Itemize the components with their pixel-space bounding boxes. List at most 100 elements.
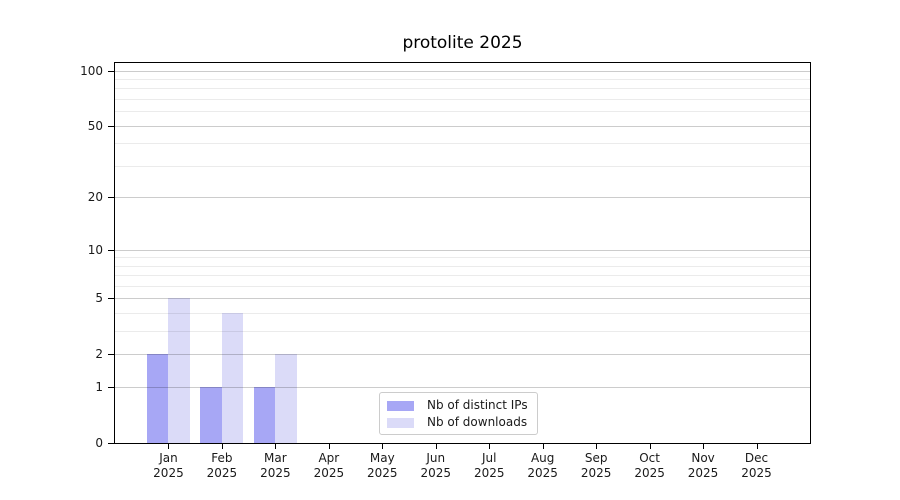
- x-tick-label-year: 2025: [741, 466, 772, 480]
- x-tick-label-year: 2025: [206, 466, 238, 480]
- minor-gridline: [115, 99, 810, 101]
- plot-area: [114, 62, 811, 444]
- minor-gridline: [115, 88, 810, 90]
- x-tick-mark: [756, 444, 758, 449]
- y-tick-label: 1: [95, 380, 103, 395]
- x-tick-label-year: 2025: [153, 466, 184, 480]
- x-tick-label-month: Apr: [318, 451, 340, 465]
- y-tick-mark: [108, 197, 114, 199]
- x-tick-label-month: Jun: [426, 451, 446, 465]
- x-tick-label: Aug 2025: [511, 451, 575, 481]
- x-tick-label-month: May: [369, 451, 395, 465]
- y-tick-mark: [108, 249, 114, 251]
- y-tick-label: 10: [87, 242, 103, 257]
- x-tick-mark: [435, 444, 437, 449]
- minor-gridline: [115, 111, 810, 113]
- gridlines-layer: [115, 63, 810, 443]
- x-tick-label: Sep 2025: [564, 451, 628, 481]
- x-tick-label: Dec 2025: [725, 451, 789, 481]
- x-tick-mark: [489, 444, 491, 449]
- legend-label-downloads: Nb of downloads: [427, 415, 528, 429]
- x-tick-label-month: Aug: [530, 451, 555, 465]
- minor-gridline: [115, 257, 810, 259]
- y-tick-mark: [108, 443, 114, 444]
- y-tick-label: 0: [95, 436, 103, 450]
- y-tick-label: 2: [95, 347, 103, 362]
- x-tick-label-month: Nov: [691, 451, 715, 465]
- x-tick-label-month: Jul: [481, 451, 497, 465]
- x-tick-label: Oct 2025: [618, 451, 682, 481]
- x-tick-label-year: 2025: [313, 466, 345, 480]
- bar-downloads-feb: [221, 313, 244, 443]
- x-tick-label: Mar 2025: [243, 451, 307, 481]
- major-gridline: [115, 249, 810, 251]
- x-tick-label-year: 2025: [260, 466, 291, 480]
- major-gridline: [115, 70, 810, 72]
- x-tick-label-year: 2025: [634, 466, 665, 480]
- bar-distinct-ips-jan: [146, 354, 169, 443]
- x-tick-label-month: Sep: [584, 451, 608, 465]
- bar-downloads-jan: [168, 298, 190, 443]
- x-tick-label-year: 2025: [687, 466, 719, 480]
- x-tick-label-month: Feb: [211, 451, 233, 465]
- y-tick-mark: [108, 354, 114, 356]
- y-tick-mark: [108, 387, 114, 389]
- legend: Nb of distinct IPs Nb of downloads: [379, 392, 538, 435]
- x-tick-label: Nov 2025: [671, 451, 735, 481]
- legend-label-distinct-ips: Nb of distinct IPs: [427, 398, 528, 412]
- y-tick-mark: [108, 70, 114, 72]
- x-tick-mark: [382, 444, 384, 449]
- legend-item-downloads: Nb of downloads: [387, 416, 528, 429]
- bar-downloads-mar: [275, 354, 297, 443]
- x-tick-mark: [275, 444, 277, 449]
- y-tick-label: 20: [87, 190, 103, 205]
- x-tick-mark: [596, 444, 598, 449]
- x-tick-mark: [542, 444, 544, 449]
- bars-layer: [115, 63, 810, 443]
- major-gridline: [115, 125, 810, 127]
- legend-swatch-downloads: [387, 417, 414, 428]
- x-tick-label-month: Oct: [639, 451, 660, 465]
- minor-gridline: [115, 143, 810, 145]
- major-gridline: [115, 354, 810, 356]
- x-tick-mark: [703, 444, 705, 449]
- x-tick-label-year: 2025: [420, 466, 452, 480]
- x-tick-label: Feb 2025: [190, 451, 254, 481]
- minor-gridline: [115, 331, 810, 333]
- minor-gridline: [115, 313, 810, 315]
- minor-gridline: [115, 275, 810, 277]
- x-tick-label-year: 2025: [473, 466, 505, 480]
- x-tick-label: May 2025: [350, 451, 414, 481]
- x-tick-label-month: Dec: [744, 451, 769, 465]
- x-tick-mark: [168, 444, 170, 449]
- legend-item-distinct-ips: Nb of distinct IPs: [387, 399, 528, 412]
- x-tick-label: Jan 2025: [136, 451, 200, 481]
- y-tick-label: 50: [87, 118, 103, 133]
- x-tick-label: Apr 2025: [297, 451, 361, 481]
- y-tick-label: 100: [80, 63, 103, 78]
- x-tick-label: Jul 2025: [457, 451, 521, 481]
- y-tick-label: 5: [95, 291, 103, 306]
- minor-gridline: [115, 265, 810, 267]
- x-tick-label-year: 2025: [367, 466, 398, 480]
- chart-title: protolite 2025: [402, 33, 523, 53]
- legend-swatch-distinct-ips: [387, 400, 414, 411]
- y-tick-mark: [108, 298, 114, 300]
- x-tick-label-year: 2025: [527, 466, 558, 480]
- minor-gridline: [115, 285, 810, 287]
- x-tick-label-month: Jan: [159, 451, 178, 465]
- x-tick-mark: [328, 444, 330, 449]
- bar-distinct-ips-feb: [200, 387, 222, 443]
- x-tick-label-year: 2025: [580, 466, 612, 480]
- x-tick-mark: [649, 444, 651, 449]
- minor-gridline: [115, 79, 810, 81]
- x-tick-mark: [221, 444, 223, 449]
- x-tick-label: Jun 2025: [404, 451, 468, 481]
- major-gridline: [115, 197, 810, 199]
- major-gridline: [115, 298, 810, 300]
- minor-gridline: [115, 165, 810, 167]
- major-gridline: [115, 387, 810, 389]
- y-tick-mark: [108, 125, 114, 127]
- x-tick-label-month: Mar: [264, 451, 287, 465]
